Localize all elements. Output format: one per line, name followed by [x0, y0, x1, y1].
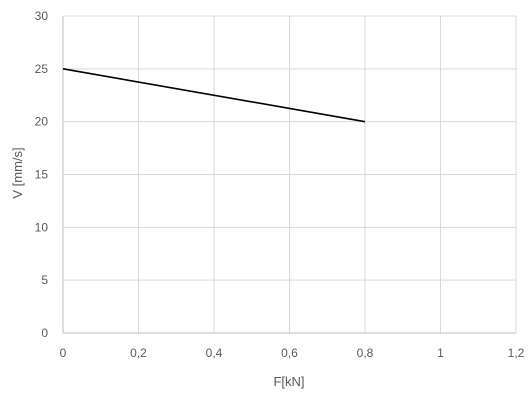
y-axis-label: V [mm/s] [10, 147, 25, 198]
series-group [62, 68, 366, 123]
y-tick-label: 30 [35, 9, 49, 23]
x-tick-label: 0,4 [206, 346, 223, 360]
series-line [62, 68, 366, 123]
x-tick-label: 1 [437, 346, 444, 360]
x-tick-label: 0,2 [130, 346, 147, 360]
y-tick-label: 20 [35, 115, 49, 129]
y-tick-label: 10 [35, 220, 49, 234]
y-tick-label: 0 [41, 326, 48, 340]
x-tick-label: 0 [60, 346, 67, 360]
grid [63, 15, 517, 333]
y-tick-label: 5 [41, 273, 48, 287]
x-tick-label: 0,8 [357, 346, 374, 360]
y-tick-labels: 0 5 10 15 20 25 30 [35, 9, 49, 340]
x-tick-label: 1,2 [508, 346, 525, 360]
x-axis-label: F[kN] [273, 374, 304, 389]
x-tick-label: 0,6 [281, 346, 298, 360]
y-tick-label: 15 [35, 168, 49, 182]
x-tick-labels: 0 0,2 0,4 0,6 0,8 1 1,2 [60, 346, 525, 360]
y-tick-label: 25 [35, 62, 49, 76]
